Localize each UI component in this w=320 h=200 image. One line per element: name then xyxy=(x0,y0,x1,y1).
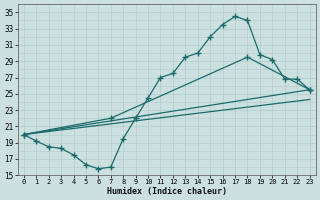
X-axis label: Humidex (Indice chaleur): Humidex (Indice chaleur) xyxy=(107,187,227,196)
